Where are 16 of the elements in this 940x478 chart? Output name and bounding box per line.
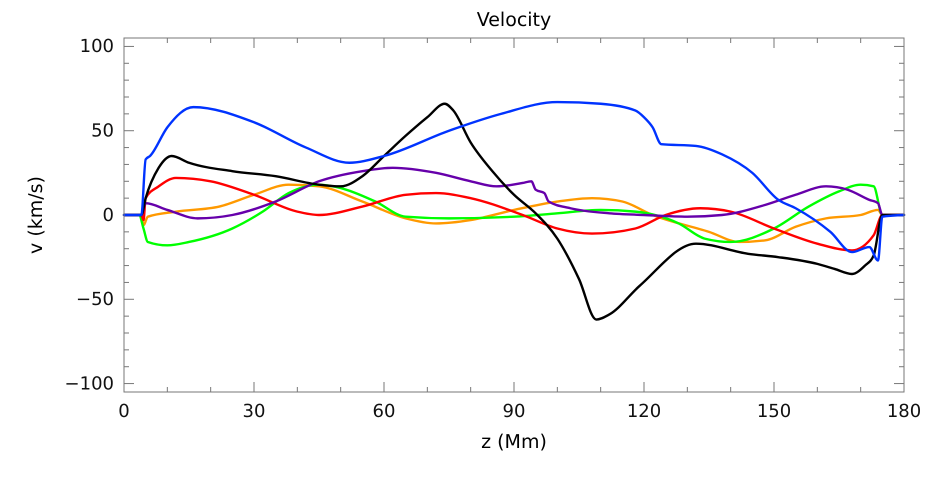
y-tick-label: 50 xyxy=(91,120,114,142)
y-tick-label: 100 xyxy=(80,36,114,58)
y-tick-label: −50 xyxy=(76,289,114,310)
x-axis-title: z (Mm) xyxy=(481,431,547,453)
x-tick-label: 180 xyxy=(886,400,922,422)
chart-title: Velocity xyxy=(476,9,552,31)
x-tick-label: 30 xyxy=(242,400,266,422)
y-axis-title: v (km/s) xyxy=(25,176,47,254)
x-tick-label: 150 xyxy=(756,400,792,422)
x-tick-label: 0 xyxy=(118,400,130,422)
x-tick-label: 60 xyxy=(372,400,396,422)
x-tick-label: 120 xyxy=(626,400,662,422)
line-series xyxy=(122,100,906,262)
y-tick-label: 0 xyxy=(102,204,114,226)
x-tick-label: 90 xyxy=(502,400,526,422)
y-tick-label: −100 xyxy=(64,373,114,394)
